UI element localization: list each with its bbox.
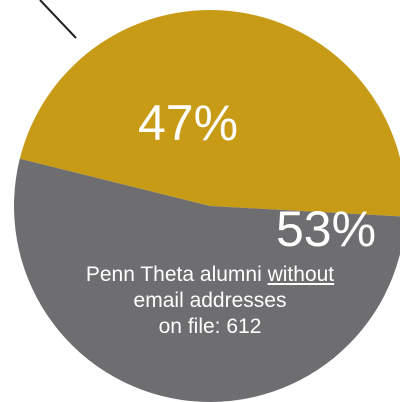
annotation-line-3: on file: 612 (158, 315, 262, 338)
annotation-emphasis: without (267, 263, 335, 286)
slice-label-53: 53% (276, 201, 376, 257)
pie-slices (14, 10, 400, 402)
annotation-text-before: Penn Theta alumni (85, 263, 268, 286)
slice-annotation: Penn Theta alumni without email addresse… (22, 262, 398, 340)
annotation-line-1: Penn Theta alumni without (22, 262, 398, 288)
pie-slice-47 (19, 10, 400, 217)
leader-line (39, 0, 77, 39)
slice-label-47: 47% (138, 95, 238, 151)
pie-slice-53 (14, 158, 400, 402)
annotation-line-2: email addresses (133, 289, 287, 312)
